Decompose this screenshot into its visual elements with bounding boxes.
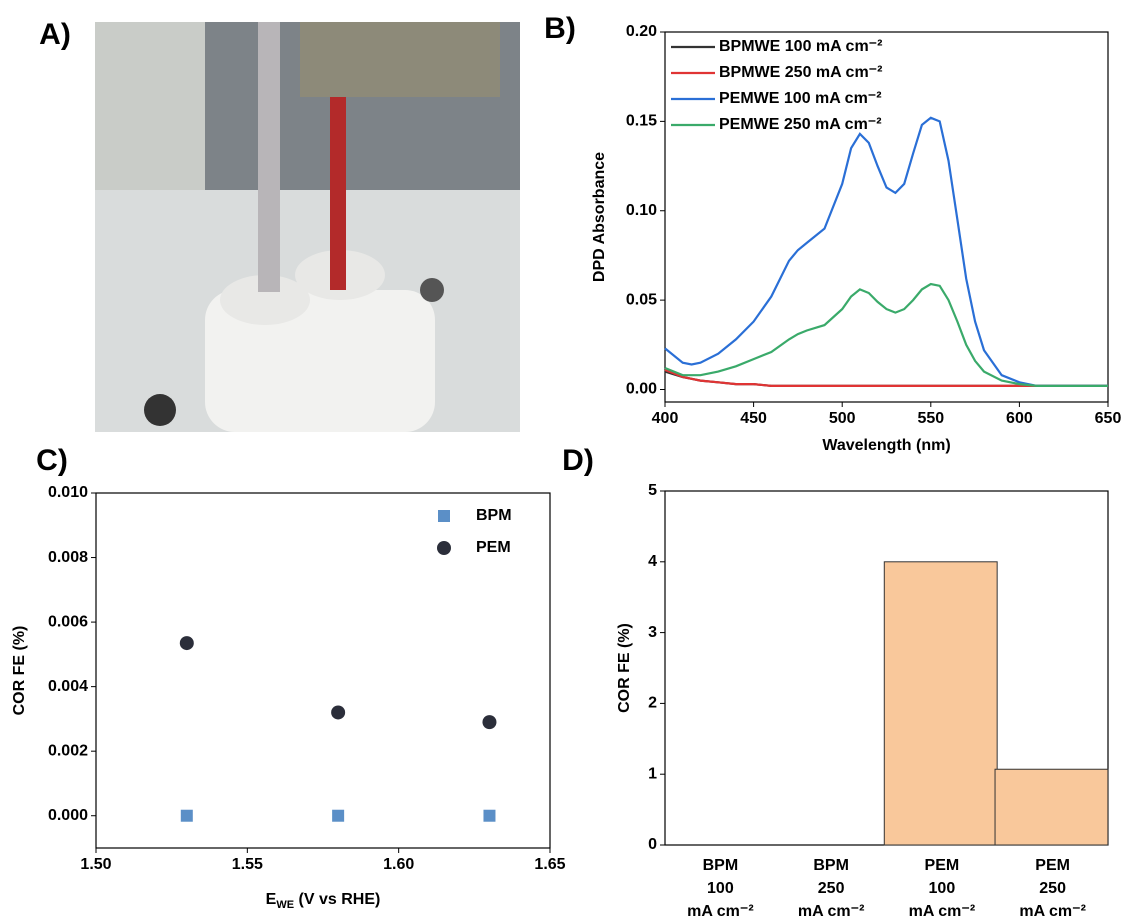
photo bbox=[95, 22, 520, 432]
marker bbox=[332, 809, 345, 822]
x-tick-label: 600 bbox=[1006, 410, 1033, 427]
legend-label: BPMWE 250 mA cm⁻² bbox=[719, 64, 882, 81]
screw bbox=[420, 278, 444, 302]
x-axis-label-part: WE bbox=[276, 899, 294, 911]
y-tick-label: 0.006 bbox=[48, 613, 88, 630]
panel-label: A) bbox=[39, 18, 71, 51]
screw bbox=[144, 394, 176, 426]
clip bbox=[330, 90, 346, 290]
x-tick-label: mA cm⁻² bbox=[1019, 903, 1086, 920]
x-tick-label: mA cm⁻² bbox=[687, 903, 754, 920]
clamp bbox=[300, 22, 500, 97]
plot-frame bbox=[95, 492, 551, 849]
y-tick-label: 0.00 bbox=[626, 381, 657, 398]
marker bbox=[331, 705, 346, 720]
electrode bbox=[258, 22, 280, 292]
x-tick-label: 400 bbox=[652, 410, 679, 427]
bar bbox=[883, 561, 998, 846]
x-tick-label: 500 bbox=[829, 410, 856, 427]
y-tick-label: 5 bbox=[648, 482, 657, 499]
x-tick-label: mA cm⁻² bbox=[909, 903, 976, 920]
x-tick-label: BPM bbox=[813, 857, 849, 874]
y-axis-label: COR FE (%) bbox=[616, 623, 633, 713]
legend-label: PEMWE 250 mA cm⁻² bbox=[719, 116, 882, 133]
x-tick-label: mA cm⁻² bbox=[798, 903, 865, 920]
y-tick-label: 0.002 bbox=[48, 742, 88, 759]
y-tick-label: 4 bbox=[648, 553, 657, 570]
legend-marker bbox=[437, 541, 451, 555]
bar bbox=[994, 768, 1109, 846]
panel-label: B) bbox=[544, 12, 576, 45]
y-tick-label: 0 bbox=[648, 836, 657, 853]
y-tick-label: 0.15 bbox=[626, 113, 657, 130]
legend-label: PEMWE 100 mA cm⁻² bbox=[719, 90, 882, 107]
x-tick-label: 250 bbox=[818, 880, 845, 897]
x-axis-label: EWE (V vs RHE) bbox=[266, 891, 381, 911]
y-tick-label: 2 bbox=[648, 695, 657, 712]
x-tick-label: PEM bbox=[1035, 857, 1070, 874]
y-axis-label: DPD Absorbance bbox=[591, 152, 608, 282]
x-axis-label-part: (V vs RHE) bbox=[294, 891, 380, 908]
marker bbox=[180, 809, 193, 822]
y-tick-label: 0.004 bbox=[48, 678, 88, 695]
x-tick-label: 550 bbox=[917, 410, 944, 427]
x-tick-label: 100 bbox=[929, 880, 956, 897]
panel-label: D) bbox=[562, 444, 594, 477]
y-tick-label: 3 bbox=[648, 624, 657, 641]
marker bbox=[482, 715, 497, 730]
y-tick-label: 0.010 bbox=[48, 484, 88, 501]
x-tick-label: 1.50 bbox=[80, 856, 111, 873]
marker bbox=[483, 809, 496, 822]
y-tick-label: 0.05 bbox=[626, 291, 657, 308]
x-tick-label: 1.60 bbox=[383, 856, 414, 873]
y-tick-label: 0.000 bbox=[48, 807, 88, 824]
y-axis-label: COR FE (%) bbox=[11, 626, 28, 716]
beaker bbox=[95, 22, 205, 212]
series-line bbox=[664, 282, 1108, 387]
series-line bbox=[664, 368, 1108, 387]
x-tick-label: 250 bbox=[1039, 880, 1066, 897]
x-tick-label: BPM bbox=[703, 857, 739, 874]
x-tick-label: 450 bbox=[740, 410, 767, 427]
x-axis-label-part: E bbox=[266, 891, 277, 908]
x-tick-label: PEM bbox=[925, 857, 960, 874]
cell-body bbox=[205, 290, 435, 432]
y-tick-label: 0.10 bbox=[626, 202, 657, 219]
plot-frame bbox=[664, 31, 1109, 403]
x-tick-label: 1.55 bbox=[232, 856, 263, 873]
legend-label: PEM bbox=[476, 539, 511, 556]
x-tick-label: 650 bbox=[1095, 410, 1122, 427]
marker bbox=[179, 636, 194, 651]
y-tick-label: 1 bbox=[648, 765, 657, 782]
series-line bbox=[664, 116, 1108, 387]
y-tick-label: 0.20 bbox=[626, 23, 657, 40]
x-tick-label: 100 bbox=[707, 880, 734, 897]
cell-port bbox=[220, 275, 310, 325]
legend-marker bbox=[438, 510, 450, 522]
panel-label: C) bbox=[36, 444, 68, 477]
legend-label: BPMWE 100 mA cm⁻² bbox=[719, 38, 882, 55]
x-tick-label: 1.65 bbox=[534, 856, 565, 873]
legend-label: BPM bbox=[476, 507, 512, 524]
y-tick-label: 0.008 bbox=[48, 549, 88, 566]
x-axis-label: Wavelength (nm) bbox=[822, 437, 950, 454]
